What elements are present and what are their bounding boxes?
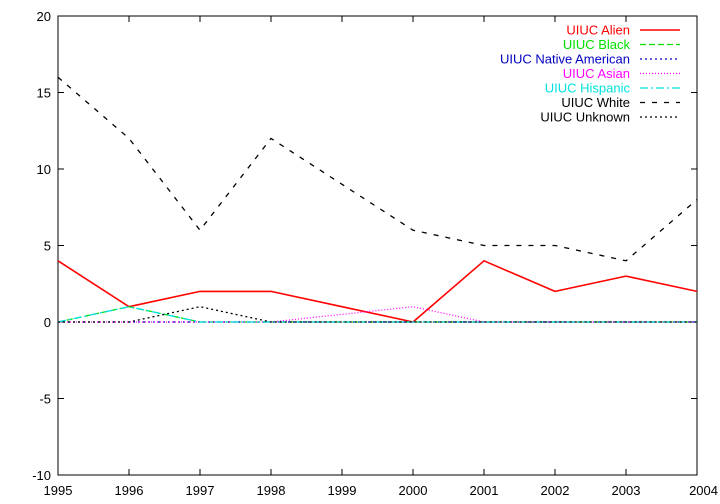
y-tick-label: -5 <box>39 392 51 407</box>
x-tick-label: 2001 <box>470 483 499 498</box>
y-tick-label: 0 <box>44 315 51 330</box>
legend-label: UIUC Black <box>563 37 631 52</box>
series-lines <box>57 76 698 323</box>
x-tick-label: 1995 <box>44 483 73 498</box>
x-tick-label: 1998 <box>257 483 286 498</box>
y-tick-label: 10 <box>37 162 51 177</box>
y-axis: -10 -5 0 5 10 15 20 <box>32 9 697 483</box>
x-tick-label: 2004 <box>689 483 718 498</box>
x-tick-label: 2000 <box>399 483 428 498</box>
x-tick-label: 2003 <box>612 483 641 498</box>
legend-label: UIUC Native American <box>500 52 630 67</box>
y-tick-label: 5 <box>44 239 51 254</box>
legend-label: UIUC Hispanic <box>545 81 631 96</box>
x-tick-label: 2002 <box>541 483 570 498</box>
legend-label: UIUC Unknown <box>540 110 630 125</box>
legend-label: UIUC White <box>561 95 630 110</box>
series-line-uiuc-unknown <box>58 306 697 323</box>
series-line-uiuc-alien <box>57 259 698 323</box>
x-tick-label: 1999 <box>328 483 357 498</box>
y-tick-label: -10 <box>32 468 51 483</box>
x-tick-label: 1996 <box>115 483 144 498</box>
x-axis: 1995 1996 1997 1998 1999 2000 2001 2002 2003 2004 <box>44 16 718 498</box>
y-tick-label: 20 <box>37 9 51 24</box>
y-tick-label: 15 <box>37 86 51 101</box>
series-line-uiuc-white <box>57 76 698 262</box>
legend-label: UIUC Alien <box>566 23 630 38</box>
x-tick-label: 1997 <box>186 483 215 498</box>
legend-label: UIUC Asian <box>563 66 630 81</box>
